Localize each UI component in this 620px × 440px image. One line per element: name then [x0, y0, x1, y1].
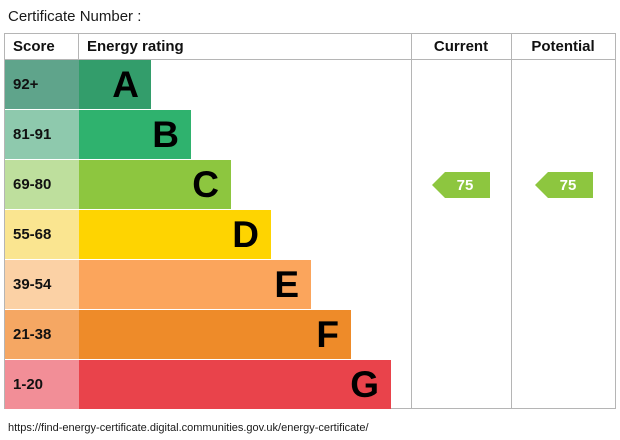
band-row-d: 55-68 D [5, 210, 615, 260]
header-potential: Potential [531, 38, 595, 55]
score-range: 69-80 [5, 160, 79, 210]
score-range: 39-54 [5, 260, 79, 310]
certificate-url: https://find-energy-certificate.digital.… [8, 422, 369, 434]
rating-bar: C [79, 160, 231, 210]
header-energy-rating: Energy rating [87, 38, 184, 55]
band-letter: G [350, 364, 379, 405]
potential-rating-arrow: 75 [535, 172, 593, 198]
potential-rating-value: 75 [559, 176, 577, 194]
rating-bar: A [79, 60, 151, 110]
score-range: 92+ [5, 60, 79, 110]
column-divider-current [411, 34, 412, 408]
rating-bar: B [79, 110, 191, 160]
current-rating-arrow: 75 [432, 172, 490, 198]
band-row-g: 1-20 G [5, 360, 615, 410]
rating-bar: G [79, 360, 391, 410]
energy-rating-chart: Score Energy rating Current Potential 92… [4, 33, 616, 410]
rating-bar: E [79, 260, 311, 310]
band-row-c: 69-80 C [5, 160, 615, 210]
page-title: Certificate Number : [8, 8, 142, 25]
header-score: Score [5, 34, 79, 59]
band-letter: F [316, 314, 339, 355]
rating-bar: D [79, 210, 271, 260]
chart-header: Score Energy rating Current Potential [5, 34, 615, 60]
band-letter: E [274, 264, 299, 305]
header-current: Current [433, 38, 489, 55]
band-row-b: 81-91 B [5, 110, 615, 160]
band-row-e: 39-54 E [5, 260, 615, 310]
band-letter: D [232, 214, 259, 255]
rating-bar: F [79, 310, 351, 360]
band-row-a: 92+ A [5, 60, 615, 110]
score-range: 81-91 [5, 110, 79, 160]
band-rows: 92+ A 81-91 B 69-80 C 55-68 D 39-54 E 21… [5, 60, 615, 410]
band-letter: C [192, 164, 219, 205]
score-range: 21-38 [5, 310, 79, 360]
band-letter: A [112, 64, 139, 105]
band-letter: B [152, 114, 179, 155]
band-row-f: 21-38 F [5, 310, 615, 360]
score-range: 1-20 [5, 360, 79, 410]
score-range: 55-68 [5, 210, 79, 260]
current-rating-value: 75 [456, 176, 474, 194]
column-divider-potential [511, 34, 512, 408]
